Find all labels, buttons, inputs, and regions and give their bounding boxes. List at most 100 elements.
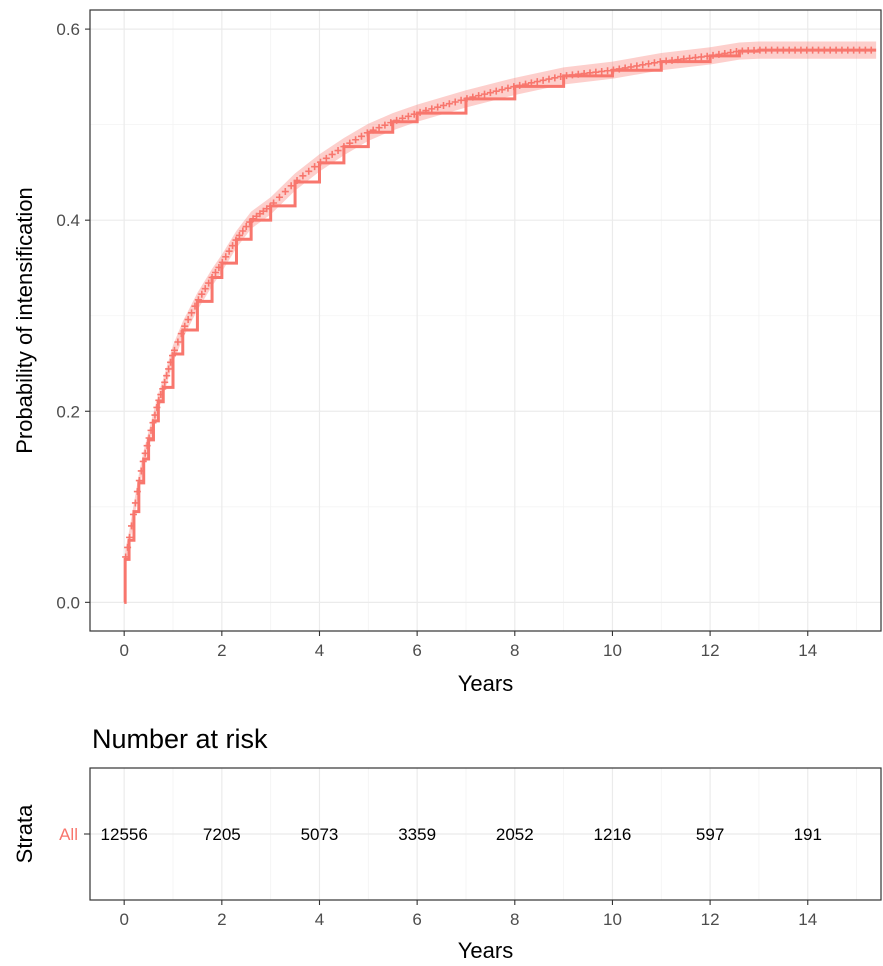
censor-mark	[756, 46, 764, 54]
censor-mark	[803, 46, 811, 54]
censor-mark	[440, 101, 448, 109]
risk-value: 7205	[203, 825, 241, 844]
risk-x-tick-label: 10	[603, 910, 622, 929]
risk-value: 3359	[398, 825, 436, 844]
censor-mark	[410, 110, 418, 118]
risk-x-axis-title: Years	[458, 938, 513, 963]
censor-mark	[352, 136, 360, 144]
censor-mark	[434, 103, 442, 111]
censor-mark	[398, 114, 406, 122]
risk-y-axis-title: Strata	[12, 804, 37, 863]
censor-mark	[475, 92, 483, 100]
y-tick-label: 0.0	[56, 593, 80, 612]
censor-mark	[674, 56, 682, 64]
censor-mark	[137, 467, 145, 475]
censor-mark	[522, 80, 530, 88]
censor-mark	[574, 70, 582, 78]
censor-mark	[856, 46, 864, 54]
censor-mark	[215, 263, 223, 271]
censor-mark	[145, 434, 153, 442]
censor-mark	[328, 150, 336, 158]
censor-mark	[129, 510, 137, 518]
censor-mark	[762, 46, 770, 54]
censor-mark	[861, 46, 869, 54]
censor-mark	[211, 268, 219, 276]
censor-mark	[242, 223, 250, 231]
censor-mark	[627, 63, 635, 71]
censor-mark	[159, 385, 167, 393]
censor-mark	[686, 54, 694, 62]
censor-mark	[498, 86, 506, 94]
censor-mark	[235, 231, 243, 239]
x-tick-label: 14	[798, 641, 817, 660]
censor-mark	[208, 274, 216, 282]
censor-mark	[633, 62, 641, 70]
censor-mark	[147, 426, 155, 434]
censor-mark	[463, 95, 471, 103]
censor-mark	[153, 403, 161, 411]
censor-mark	[650, 59, 658, 67]
censor-mark	[184, 316, 192, 324]
censor-mark	[170, 346, 178, 354]
risk-value: 597	[696, 825, 724, 844]
censor-mark	[149, 419, 157, 427]
censor-mark	[832, 46, 840, 54]
censor-mark	[266, 202, 274, 210]
risk-x-tick-label: 2	[217, 910, 226, 929]
censor-mark	[205, 279, 213, 287]
censor-mark	[504, 84, 512, 92]
censor-mark	[715, 50, 723, 58]
censor-mark	[157, 391, 165, 399]
x-tick-label: 4	[315, 641, 324, 660]
risk-values: 12556 7205 5073 3359 2052 1216 597 191	[101, 825, 822, 844]
risk-table-title: Number at risk	[92, 724, 268, 754]
censor-mark	[809, 46, 817, 54]
censor-mark	[691, 54, 699, 62]
censor-mark	[229, 242, 237, 250]
censor-mark	[469, 93, 477, 101]
censor-mark	[163, 372, 171, 380]
censor-mark	[246, 218, 254, 226]
censor-mark	[481, 90, 489, 98]
x-tick-label: 10	[603, 641, 622, 660]
censor-mark	[867, 46, 875, 54]
risk-x-tick-label: 8	[510, 910, 519, 929]
y-axis-ticks: 0.0 0.2 0.4 0.6	[56, 20, 90, 612]
censor-mark	[404, 112, 412, 120]
censor-mark	[557, 73, 565, 81]
risk-x-tick-label: 6	[412, 910, 421, 929]
censor-mark	[604, 67, 612, 75]
censor-mark	[791, 46, 799, 54]
risk-value: 2052	[496, 825, 534, 844]
censor-mark	[135, 477, 143, 485]
censor-mark	[188, 309, 196, 317]
censor-mark	[850, 46, 858, 54]
risk-value: 191	[794, 825, 822, 844]
risk-x-tick-label: 14	[798, 910, 817, 929]
plot-background	[90, 10, 881, 631]
censor-mark	[161, 378, 169, 386]
censor-mark	[773, 46, 781, 54]
censor-mark	[128, 522, 136, 530]
censor-mark	[363, 129, 371, 137]
censor-mark	[222, 253, 230, 261]
risk-x-tick-label: 12	[701, 910, 720, 929]
censor-mark	[721, 49, 729, 57]
censor-mark	[592, 68, 600, 76]
censor-mark	[527, 79, 535, 87]
censor-mark	[141, 449, 149, 457]
x-tick-label: 0	[119, 641, 128, 660]
censor-mark	[844, 46, 852, 54]
censor-mark	[334, 147, 342, 155]
risk-table: Number at risk 12556 7205 5073 3359 2052 1216…	[12, 724, 882, 963]
censor-mark	[122, 553, 130, 561]
x-tick-label: 12	[701, 641, 720, 660]
x-tick-label: 6	[412, 641, 421, 660]
censor-mark	[838, 46, 846, 54]
censor-mark	[232, 236, 240, 244]
censor-mark	[151, 411, 159, 419]
censor-mark	[322, 154, 330, 162]
censor-mark	[598, 67, 606, 75]
censor-mark	[416, 108, 424, 116]
